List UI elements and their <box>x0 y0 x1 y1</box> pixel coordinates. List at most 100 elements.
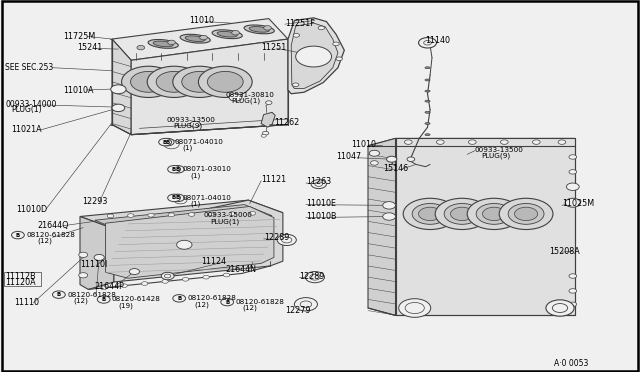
Polygon shape <box>112 19 288 60</box>
Text: 00933-13500: 00933-13500 <box>475 147 524 153</box>
Text: 11263: 11263 <box>306 177 331 186</box>
Circle shape <box>94 254 104 260</box>
Circle shape <box>266 101 272 105</box>
Circle shape <box>148 214 154 217</box>
Text: 08071-04010: 08071-04010 <box>182 195 231 201</box>
Circle shape <box>424 41 431 45</box>
Circle shape <box>292 83 299 87</box>
Text: B: B <box>163 140 167 145</box>
Circle shape <box>141 282 148 285</box>
Circle shape <box>546 300 574 316</box>
Circle shape <box>174 196 187 204</box>
Circle shape <box>412 203 448 224</box>
Circle shape <box>264 26 271 30</box>
Circle shape <box>369 150 380 156</box>
Text: 11010B: 11010B <box>306 212 337 221</box>
Circle shape <box>172 166 184 173</box>
Text: 08120-61828: 08120-61828 <box>67 292 116 298</box>
Circle shape <box>131 71 166 92</box>
Ellipse shape <box>217 31 237 37</box>
Circle shape <box>203 275 209 279</box>
Circle shape <box>121 284 127 288</box>
Circle shape <box>156 71 192 92</box>
Circle shape <box>164 140 179 149</box>
Text: 08120-61428: 08120-61428 <box>112 296 161 302</box>
Circle shape <box>315 182 323 186</box>
Circle shape <box>532 140 540 144</box>
Circle shape <box>137 45 145 50</box>
Text: 08071-04010: 08071-04010 <box>174 139 223 145</box>
Text: 11021A: 11021A <box>12 125 42 134</box>
Polygon shape <box>112 39 131 135</box>
Circle shape <box>569 289 577 293</box>
Bar <box>4 272 41 286</box>
Text: 11047: 11047 <box>336 153 361 161</box>
Circle shape <box>232 31 239 35</box>
Circle shape <box>168 40 175 45</box>
Ellipse shape <box>212 30 243 39</box>
Ellipse shape <box>425 100 430 102</box>
Text: (12): (12) <box>74 297 88 304</box>
Text: 11251: 11251 <box>261 43 286 52</box>
Circle shape <box>79 252 88 257</box>
Circle shape <box>451 207 474 221</box>
Circle shape <box>569 155 577 159</box>
Text: 11124: 11124 <box>202 257 227 266</box>
Circle shape <box>569 274 577 278</box>
Text: 08120-61828: 08120-61828 <box>27 232 76 238</box>
Circle shape <box>515 207 538 221</box>
Circle shape <box>79 273 88 278</box>
Ellipse shape <box>244 25 275 34</box>
Circle shape <box>294 298 317 311</box>
Text: 11010: 11010 <box>351 140 376 149</box>
Text: SEE SEC.253: SEE SEC.253 <box>5 63 53 72</box>
Text: 00933-14000: 00933-14000 <box>5 100 56 109</box>
Ellipse shape <box>153 41 173 47</box>
Circle shape <box>168 194 180 202</box>
Text: 21644N: 21644N <box>225 265 256 274</box>
Circle shape <box>318 26 324 30</box>
Circle shape <box>552 304 568 312</box>
Text: A·0 0053: A·0 0053 <box>554 359 588 368</box>
Ellipse shape <box>185 36 205 42</box>
Text: 11120A: 11120A <box>5 278 36 287</box>
Text: B: B <box>172 195 176 201</box>
Text: (1): (1) <box>191 172 201 179</box>
Circle shape <box>569 170 577 174</box>
Text: 08120-61828: 08120-61828 <box>236 299 284 305</box>
Circle shape <box>127 214 134 218</box>
Polygon shape <box>114 200 283 282</box>
Text: 11251F: 11251F <box>285 19 314 28</box>
Circle shape <box>383 202 396 209</box>
Circle shape <box>565 198 580 207</box>
Circle shape <box>296 46 332 67</box>
Circle shape <box>229 212 236 216</box>
Polygon shape <box>396 138 575 315</box>
Polygon shape <box>80 217 114 289</box>
Text: 15208A: 15208A <box>549 247 580 256</box>
Text: B: B <box>102 297 106 302</box>
Text: B: B <box>57 292 61 297</box>
Circle shape <box>387 156 397 162</box>
Circle shape <box>261 134 266 137</box>
Text: (1): (1) <box>182 145 193 151</box>
Circle shape <box>52 291 65 298</box>
Circle shape <box>162 280 168 283</box>
Circle shape <box>122 66 175 97</box>
Text: 12279: 12279 <box>285 306 310 315</box>
Circle shape <box>468 140 476 144</box>
Ellipse shape <box>425 67 430 69</box>
Circle shape <box>508 203 544 224</box>
Circle shape <box>221 298 234 306</box>
Polygon shape <box>368 138 575 146</box>
Ellipse shape <box>180 34 211 43</box>
Text: PLUG(9): PLUG(9) <box>173 122 202 129</box>
Text: 11121: 11121 <box>261 175 286 184</box>
Text: 11110: 11110 <box>14 298 39 307</box>
Circle shape <box>499 198 553 230</box>
Circle shape <box>97 296 110 303</box>
Text: B: B <box>176 167 180 172</box>
Text: 12293: 12293 <box>82 197 108 206</box>
Ellipse shape <box>249 26 269 32</box>
Circle shape <box>207 71 243 92</box>
